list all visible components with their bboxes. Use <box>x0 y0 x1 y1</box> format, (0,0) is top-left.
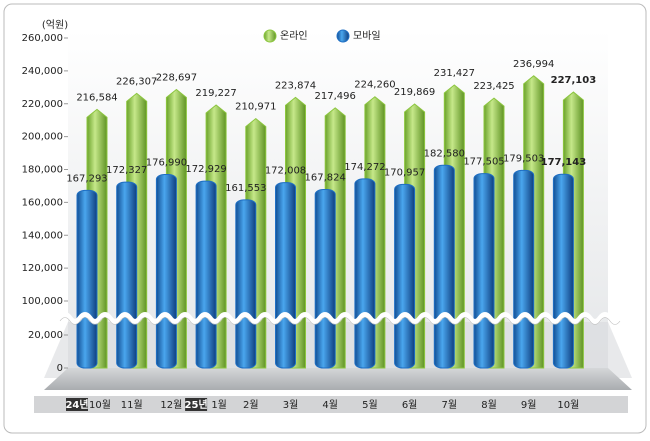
y-tick-label: 120,000 <box>22 263 63 274</box>
axis-break <box>57 312 623 324</box>
x-tick-label: 8월 <box>481 399 497 411</box>
value-label: 174,272 <box>344 162 385 173</box>
value-label: 172,008 <box>265 166 306 177</box>
y-tick-label: 260,000 <box>22 33 63 44</box>
value-label: 172,929 <box>185 164 226 175</box>
value-label: 172,327 <box>106 165 147 176</box>
bar-mobile <box>394 183 416 369</box>
value-label: 179,503 <box>503 153 544 164</box>
value-label: 223,425 <box>473 81 514 92</box>
x-tick-label: 6월 <box>402 399 418 411</box>
bar-mobile <box>195 180 217 369</box>
x-tick-label: 7월 <box>442 399 458 411</box>
year-label: 25년 <box>185 398 208 411</box>
year-badge <box>66 398 88 411</box>
legend-marker <box>336 29 350 43</box>
bar-mobile <box>314 189 336 369</box>
x-tick-label: 4월 <box>322 399 338 411</box>
value-label: 223,874 <box>275 80 316 91</box>
value-label: 236,994 <box>513 59 554 70</box>
value-label: 167,824 <box>305 173 346 184</box>
bar-mobile <box>473 173 495 369</box>
floor <box>44 368 632 390</box>
value-label: 177,143 <box>541 157 587 168</box>
y-tick-label: 140,000 <box>22 230 63 241</box>
x-tick-label: 5월 <box>362 399 378 411</box>
category-band <box>34 396 628 413</box>
bar-mobile <box>354 178 376 369</box>
value-label: 231,427 <box>434 68 475 79</box>
value-label: 176,990 <box>146 157 187 168</box>
bar-mobile <box>513 169 535 369</box>
y-tick-label: 0 <box>57 363 63 374</box>
bar-mobile <box>116 181 138 369</box>
x-tick-label: 11월 <box>121 399 143 411</box>
value-label: 219,227 <box>195 88 236 99</box>
value-label: 161,553 <box>225 183 266 194</box>
x-tick-label: 2월 <box>243 399 259 411</box>
value-label: 182,580 <box>424 148 465 159</box>
y-tick-label: 220,000 <box>22 99 63 110</box>
bar-mobile <box>235 199 257 369</box>
legend-label: 온라인 <box>280 30 308 42</box>
axis-break-edge <box>59 317 621 325</box>
value-label: 210,971 <box>235 102 276 113</box>
y-tick-label: 100,000 <box>22 296 63 307</box>
legend-marker <box>263 29 277 43</box>
unit-label: (억원) <box>42 19 68 31</box>
bar-mobile <box>552 173 574 369</box>
x-tick-label: 12월 <box>160 399 182 411</box>
x-tick-label: 3월 <box>283 399 299 411</box>
bar-mobile <box>433 164 455 369</box>
value-label: 217,496 <box>315 91 356 102</box>
year-badge <box>185 398 208 411</box>
x-tick-label: 9월 <box>521 399 537 411</box>
value-label: 170,957 <box>384 167 425 178</box>
value-label: 177,505 <box>463 157 504 168</box>
y-tick-label: 180,000 <box>22 165 63 176</box>
value-label: 226,307 <box>116 76 157 87</box>
value-label: 228,697 <box>156 72 197 83</box>
y-tick-label: 240,000 <box>22 66 63 77</box>
legend-label: 모바일 <box>353 30 381 42</box>
value-label: 167,293 <box>66 173 107 184</box>
value-label: 219,869 <box>394 87 435 98</box>
y-tick-label: 20,000 <box>28 330 63 341</box>
x-tick-label: 10월 <box>557 399 579 411</box>
value-label: 224,260 <box>354 80 395 91</box>
value-label: 216,584 <box>76 92 117 103</box>
value-label: 227,103 <box>551 75 597 86</box>
bar-mobile <box>275 182 296 369</box>
bar-mobile <box>155 173 177 369</box>
x-tick-label: 10월 <box>89 399 111 411</box>
y-tick-label: 160,000 <box>22 197 63 208</box>
y-tick-label: 200,000 <box>22 132 63 143</box>
bar-mobile <box>76 189 98 369</box>
x-tick-label: 1월 <box>211 399 227 411</box>
year-label: 24년 <box>65 398 88 411</box>
